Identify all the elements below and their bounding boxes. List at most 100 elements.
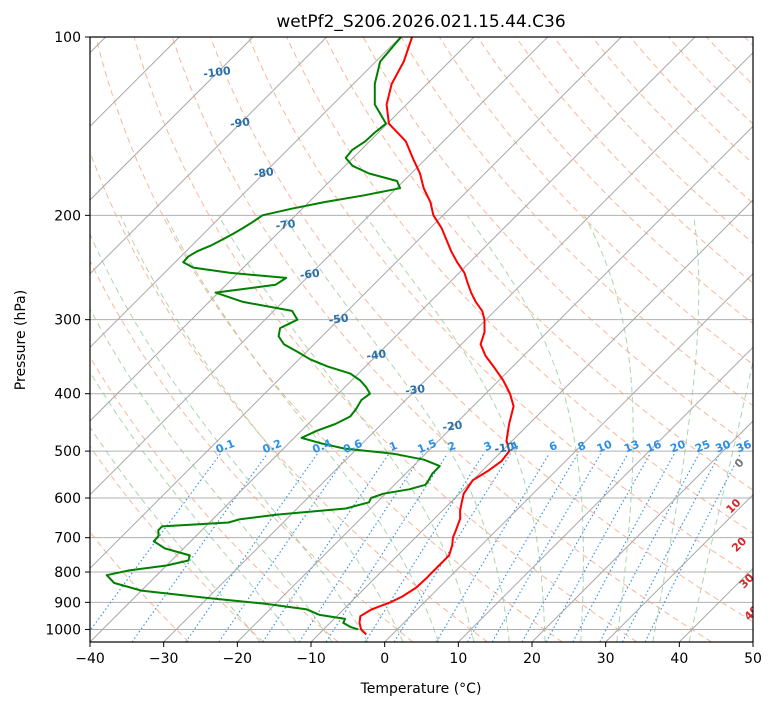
x-tick-label: −40 bbox=[75, 651, 105, 667]
x-tick-label: −10 bbox=[296, 651, 326, 667]
moist-adiabat bbox=[90, 308, 333, 642]
dry-adiabat bbox=[171, 37, 712, 642]
x-tick-label: 10 bbox=[449, 651, 467, 667]
dry-adiabat bbox=[591, 37, 753, 204]
isotherm-label: -40 bbox=[366, 347, 388, 363]
dry-adiabat bbox=[400, 37, 753, 407]
isotherm-line bbox=[90, 37, 328, 275]
y-tick-label: 1000 bbox=[45, 622, 81, 638]
moist-adiabat bbox=[164, 215, 439, 642]
dry-adiabat bbox=[248, 37, 753, 578]
mixing-ratio-line bbox=[218, 453, 349, 642]
x-tick-label: 0 bbox=[380, 651, 389, 667]
mixing-ratio-label: 8 bbox=[576, 439, 588, 454]
x-tick-label: 50 bbox=[744, 651, 762, 667]
isotherm-line bbox=[163, 51, 753, 642]
dry-adiabat bbox=[629, 37, 753, 165]
mixing-ratio-label: 36 bbox=[734, 437, 753, 455]
dry-adiabat bbox=[95, 37, 563, 642]
isotherm-label: -10 bbox=[494, 440, 516, 456]
moist-adiabat bbox=[652, 215, 700, 642]
mixing-ratio-line bbox=[545, 453, 651, 642]
isotherm-label: -20 bbox=[442, 419, 464, 435]
mixing-ratio-label: 2 bbox=[446, 439, 458, 454]
isotherm-label: -60 bbox=[299, 266, 321, 282]
plot-frame bbox=[89, 36, 754, 643]
sounding-traces bbox=[105, 37, 515, 636]
mixing-ratio-label: 3 bbox=[482, 439, 494, 454]
mixing-ratio-line bbox=[298, 453, 424, 642]
dry-adiabat bbox=[515, 37, 753, 284]
x-tick-label: −30 bbox=[149, 651, 179, 667]
y-tick-label: 800 bbox=[54, 565, 81, 581]
y-tick-label: 100 bbox=[54, 30, 81, 46]
y-tick-label: 500 bbox=[54, 444, 81, 460]
x-tick-label: 30 bbox=[597, 651, 615, 667]
isotherm-line bbox=[457, 346, 753, 642]
isotherm-label: -50 bbox=[328, 311, 350, 327]
dry-adiabat bbox=[477, 37, 753, 325]
moist-adiabat bbox=[90, 426, 261, 642]
isotherm-label: -100 bbox=[202, 64, 231, 81]
isotherm-line bbox=[90, 37, 622, 570]
x-axis-ticks: −40 −30 −20 −10 0 10 20 30 40 50 bbox=[75, 642, 762, 667]
isotherm-line bbox=[90, 37, 475, 422]
dry-adiabat bbox=[324, 37, 753, 491]
plot-area: -100-90-80-70-60-50-40-30-20-10010203040… bbox=[90, 37, 762, 642]
mixing-ratio-line bbox=[393, 453, 511, 642]
dry-adiabat bbox=[90, 445, 264, 642]
mixing-ratio-line bbox=[90, 453, 221, 632]
moist-adiabat bbox=[283, 215, 510, 642]
isotherm-line bbox=[90, 37, 401, 349]
isotherm-label: -90 bbox=[229, 115, 251, 131]
isotherm-line bbox=[90, 37, 254, 201]
y-tick-label: 700 bbox=[54, 531, 81, 547]
y-tick-label: 400 bbox=[54, 387, 81, 403]
mixing-ratio-line bbox=[131, 453, 268, 642]
moist-adiabat bbox=[90, 370, 297, 642]
moist-adiabats bbox=[90, 215, 753, 642]
isotherm-label: -70 bbox=[275, 217, 297, 233]
y-tick-label: 300 bbox=[54, 313, 81, 329]
mixing-ratio-label: 10 bbox=[595, 437, 614, 455]
mixing-ratio-line bbox=[262, 453, 390, 642]
dewpoint-trace bbox=[105, 37, 441, 631]
isotherm-line bbox=[531, 420, 753, 642]
isotherms bbox=[90, 37, 753, 642]
mixing-ratio-label: 1 bbox=[387, 439, 399, 454]
pressure-gridlines bbox=[90, 37, 753, 630]
isotherm-label: -80 bbox=[253, 165, 275, 181]
mixing-ratio-label: 25 bbox=[693, 438, 712, 456]
mixing-ratio-line bbox=[325, 453, 449, 642]
dry-adiabat bbox=[133, 37, 638, 642]
y-tick-label: 600 bbox=[54, 491, 81, 507]
x-tick-label: −20 bbox=[223, 651, 253, 667]
moist-adiabat bbox=[90, 232, 369, 642]
temperature-trace bbox=[358, 37, 515, 636]
isotherm-line bbox=[236, 125, 753, 642]
mixing-ratio-label: 20 bbox=[668, 437, 687, 455]
y-tick-label: 900 bbox=[54, 595, 81, 611]
isotherm-line bbox=[310, 199, 753, 642]
y-axis-label: Pressure (hPa) bbox=[13, 290, 29, 390]
isotherm-line bbox=[90, 37, 549, 496]
isotherm-line bbox=[384, 272, 753, 642]
dry-adiabat bbox=[90, 259, 414, 642]
dry-adiabat bbox=[210, 37, 753, 623]
x-axis-label: Temperature (°C) bbox=[360, 681, 482, 697]
mixing-ratio-lines bbox=[90, 453, 741, 642]
y-tick-label: 200 bbox=[54, 208, 81, 224]
moist-adiabat bbox=[364, 215, 546, 642]
isotherm-label: -30 bbox=[404, 382, 426, 398]
x-tick-label: 40 bbox=[670, 651, 688, 667]
mixing-ratio-label: 30 bbox=[714, 437, 733, 455]
chart-title: wetPf2_S206.2026.021.15.44.C36 bbox=[276, 12, 565, 32]
isotherm-line bbox=[90, 37, 696, 642]
moist-adiabat bbox=[583, 215, 634, 642]
dry-adiabat-label: 40 bbox=[742, 603, 762, 623]
mixing-ratio-line bbox=[521, 453, 629, 642]
mixing-ratio-line bbox=[572, 453, 675, 642]
isotherm-line bbox=[605, 493, 753, 642]
dry-adiabats bbox=[90, 37, 753, 642]
